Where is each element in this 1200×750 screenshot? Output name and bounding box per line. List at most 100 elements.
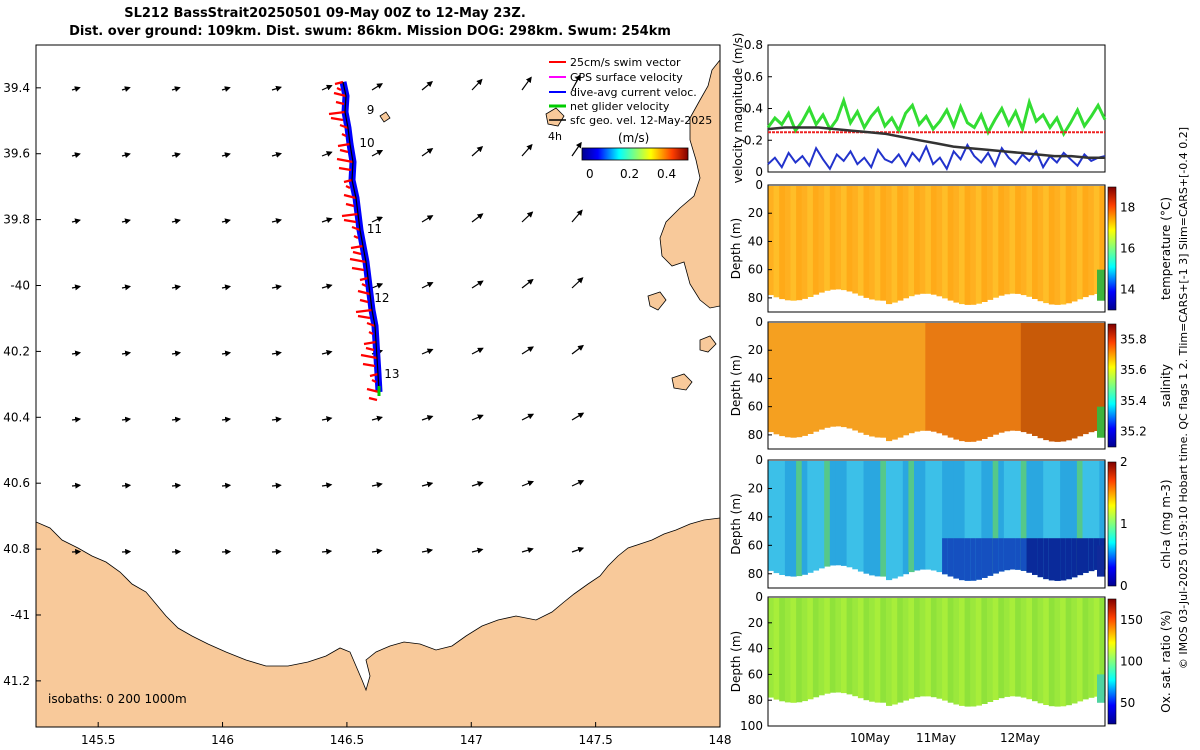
section-cell-column: [869, 323, 876, 437]
velocity-arrow: [421, 348, 434, 355]
section-cell-column: [857, 461, 865, 572]
section-cell-column: [773, 323, 780, 435]
section-cell-column: [835, 186, 842, 290]
depth-tick-label: 20: [748, 206, 763, 220]
colorbar-label: chl-a (mg m-3): [1159, 479, 1173, 568]
velocity-arrow: [471, 280, 484, 289]
velocity-arrow: [471, 213, 484, 223]
velocity-arrow: [171, 152, 181, 159]
map-x-tick-label: 147: [460, 733, 483, 747]
section-cell-column: [1037, 186, 1044, 302]
section-cell-column: [964, 461, 971, 581]
section-cell-deep: [970, 538, 977, 581]
depth-tick-label: 0: [755, 178, 763, 192]
section-colorbar: [1107, 598, 1117, 725]
section-cell-column: [1076, 461, 1084, 576]
section-cell-column: [1076, 323, 1084, 437]
section-cell-column: [1009, 323, 1016, 431]
section-cell-column: [1060, 461, 1067, 581]
legend-4h-label: 4h: [548, 130, 562, 143]
track-day-label: 12: [374, 291, 389, 305]
swim-vector: [359, 276, 369, 282]
velocity-arrow: [321, 548, 333, 555]
section-cell-column: [1015, 186, 1022, 294]
velocity-arrow: [571, 277, 584, 289]
section-cell-deep: [1093, 538, 1100, 570]
section-cell-column: [902, 186, 909, 299]
section-cell-column: [1088, 598, 1095, 698]
section-cell-deep: [981, 538, 988, 578]
swim-vector: [333, 91, 347, 98]
colorbar-tick-label: 35.4: [1120, 394, 1147, 408]
swim-vector: [357, 289, 371, 296]
colorbar-label: Ox. sat. ratio (%): [1159, 610, 1173, 712]
velocity-arrow: [321, 482, 333, 489]
section-cell-column: [880, 186, 887, 301]
section-cell-column: [908, 186, 915, 297]
section-cell-column: [807, 186, 814, 297]
section-cell-column: [768, 186, 775, 296]
section-cell-column: [863, 461, 870, 574]
velocity-arrow: [471, 547, 484, 554]
section-cell-column: [947, 598, 954, 703]
section-cell-column: [863, 186, 870, 298]
chart-title-line1: SL212 BassStrait20250501 09-May 00Z to 1…: [124, 6, 526, 21]
section-cell-column: [970, 186, 977, 305]
legend-swim-label: 25cm/s swim vector: [570, 56, 681, 69]
velocity-arrow: [171, 284, 182, 291]
velocity-y-tick-label: 0.8: [744, 38, 763, 52]
section-frame: [767, 184, 1106, 313]
section-cell-column: [891, 186, 898, 303]
section-cell-column: [975, 323, 982, 441]
section-cell-column: [1082, 598, 1089, 700]
section-cell-column: [1037, 323, 1044, 439]
section-cell-column: [1048, 461, 1055, 581]
depth-tick-label: 20: [748, 481, 763, 495]
section-cell-column: [773, 598, 780, 700]
velocity-series-line: [766, 95, 1107, 138]
section-panel: 0 20 40 60 80 100 Depth (m) 50 100 150 Ox. sat. ra…: [729, 590, 1173, 733]
map-y-axis: 39.4 39.6 39.8 -40 40.2 40.4 40.6 40.8 -41 41.2: [3, 81, 41, 688]
velocity-arrow: [371, 83, 383, 91]
credit-text: © IMOS 03-Jul-2025 01:59:10 Hobart time.…: [1177, 127, 1190, 669]
depth-axis-label: Depth (m): [729, 218, 743, 279]
section-cell-column: [925, 461, 932, 570]
velocity-arrow: [171, 218, 181, 225]
section-cell-column: [1020, 323, 1027, 433]
section-cell-deep: [959, 538, 966, 581]
section-cell-column: [1015, 461, 1022, 570]
section-cell-column: [1048, 323, 1055, 442]
velocity-frame: [767, 44, 1106, 173]
section-cell-column: [975, 186, 982, 304]
swim-vector: [351, 266, 365, 272]
section-cell-column: [914, 461, 921, 571]
section-cell-column: [942, 461, 949, 575]
section-cell-column: [874, 323, 881, 438]
section-cell-column: [1048, 598, 1055, 707]
colorbar-tick-label: 1: [1120, 517, 1128, 531]
map-frame: [35, 44, 721, 728]
small-island-land: [671, 373, 693, 391]
swim-vector: [350, 244, 364, 250]
section-cell-column: [992, 323, 999, 435]
section-cell-deep: [942, 538, 949, 575]
velocity-arrow: [221, 152, 231, 159]
section-cell-column: [936, 461, 943, 573]
time-tick: 11May: [916, 731, 956, 745]
swim-vector: [357, 314, 371, 320]
section-cell-column: [779, 323, 786, 437]
depth-tick-label: 100: [740, 719, 763, 733]
map-y-tick-label: -40: [10, 279, 30, 293]
section-cell-column: [869, 186, 876, 300]
velocity-arrow: [421, 148, 434, 157]
velocity-arrow: [521, 346, 534, 355]
track-day-label: 9: [367, 103, 375, 117]
section-cell-column: [1076, 186, 1084, 300]
section-cell-column: [1015, 323, 1022, 431]
section-cell-column: [1054, 461, 1061, 581]
section-cell-column: [1060, 186, 1067, 305]
section-cell-column: [1093, 461, 1100, 570]
section-cell-column: [1043, 598, 1050, 705]
velocity-arrow: [421, 548, 434, 554]
